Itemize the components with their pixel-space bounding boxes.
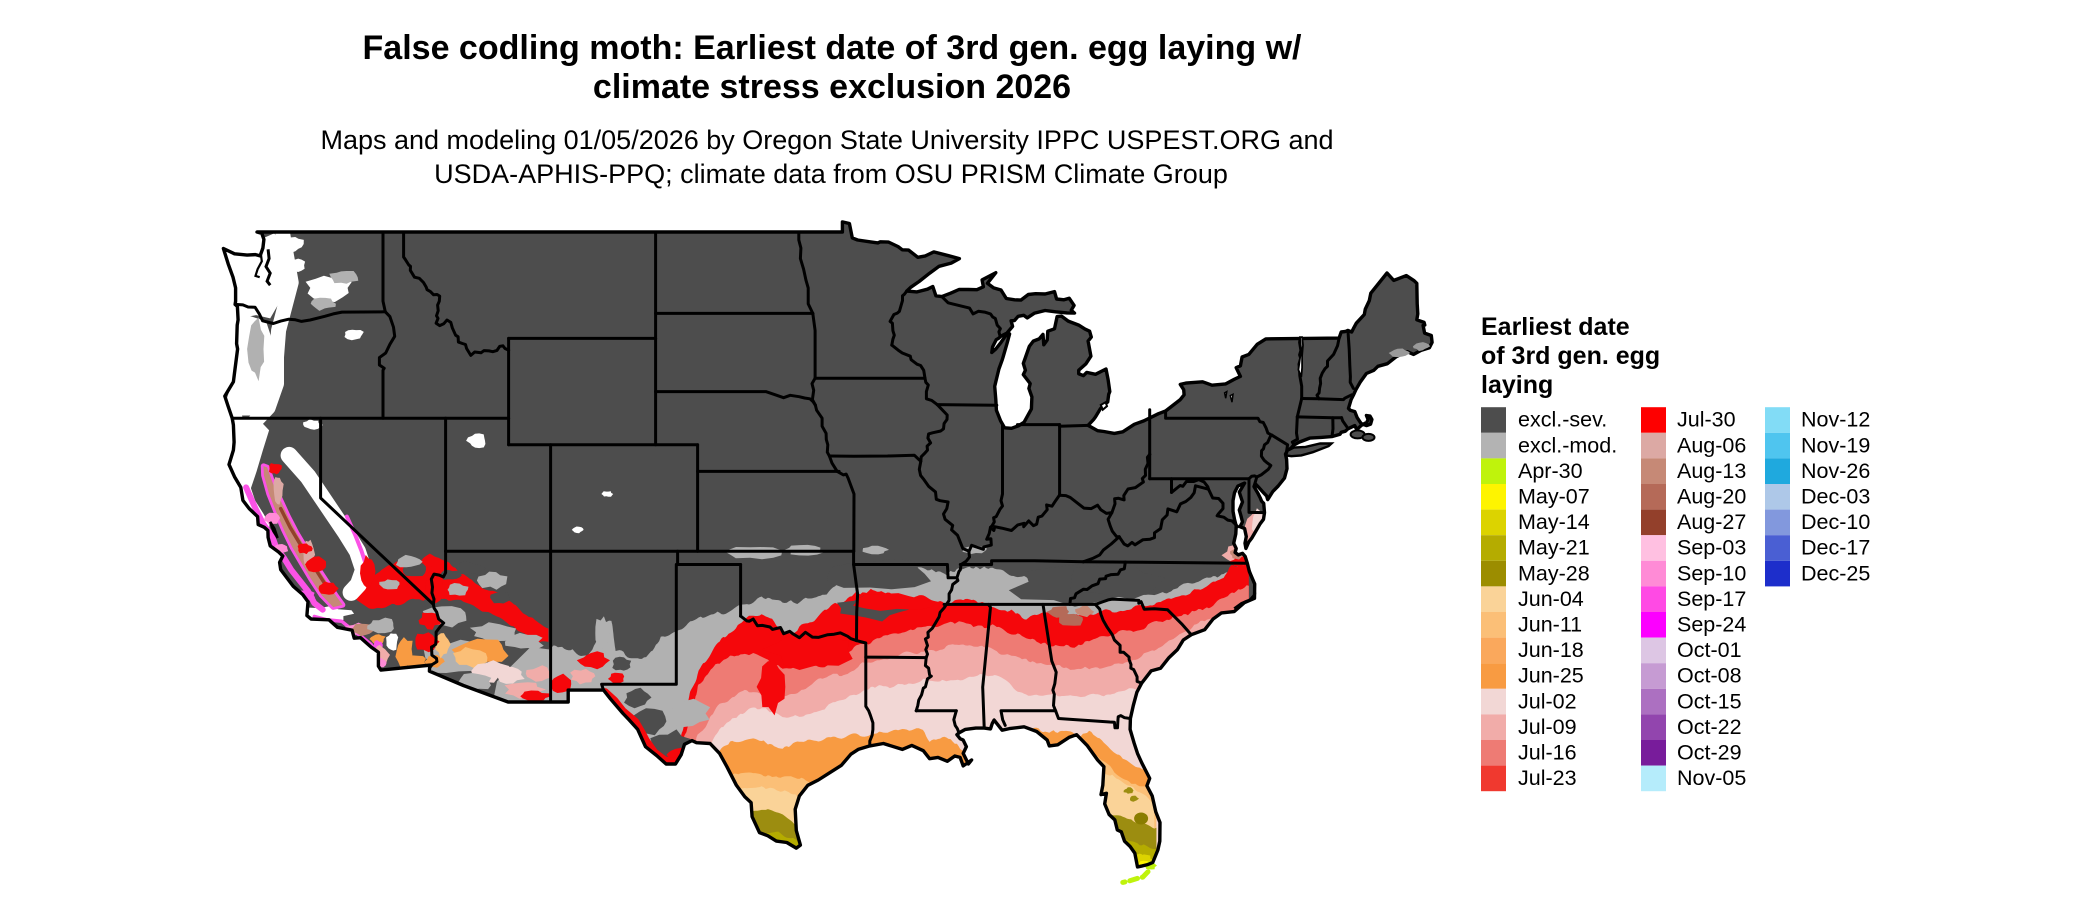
svg-text:May-28: May-28 xyxy=(1518,561,1590,585)
svg-text:Oct-15: Oct-15 xyxy=(1677,689,1742,713)
svg-text:Dec-25: Dec-25 xyxy=(1801,561,1870,585)
svg-text:False codling moth: Earliest d: False codling moth: Earliest date of 3rd… xyxy=(363,29,1302,67)
svg-text:Jul-02: Jul-02 xyxy=(1518,689,1577,713)
svg-text:Sep-17: Sep-17 xyxy=(1677,587,1746,611)
svg-text:Aug-13: Aug-13 xyxy=(1677,459,1746,483)
svg-text:Dec-03: Dec-03 xyxy=(1801,485,1870,509)
svg-text:Nov-26: Nov-26 xyxy=(1801,459,1870,483)
svg-text:Oct-22: Oct-22 xyxy=(1677,715,1742,739)
svg-text:Sep-24: Sep-24 xyxy=(1677,613,1746,637)
svg-text:Earliest date: Earliest date xyxy=(1481,313,1630,341)
svg-text:Jul-23: Jul-23 xyxy=(1518,766,1577,790)
svg-text:Oct-01: Oct-01 xyxy=(1677,638,1742,662)
svg-text:Aug-20: Aug-20 xyxy=(1677,485,1746,509)
svg-text:Aug-27: Aug-27 xyxy=(1677,510,1746,534)
svg-text:Jun-11: Jun-11 xyxy=(1518,613,1582,637)
svg-text:Jun-04: Jun-04 xyxy=(1518,587,1584,611)
svg-text:May-21: May-21 xyxy=(1518,536,1590,560)
svg-text:USDA-APHIS-PPQ; climate data f: USDA-APHIS-PPQ; climate data from OSU PR… xyxy=(434,159,1228,189)
svg-text:Jun-18: Jun-18 xyxy=(1518,638,1584,662)
svg-text:laying: laying xyxy=(1481,371,1553,399)
svg-text:Nov-19: Nov-19 xyxy=(1801,433,1870,457)
svg-text:Aug-06: Aug-06 xyxy=(1677,433,1746,457)
svg-text:excl.-mod.: excl.-mod. xyxy=(1518,433,1617,457)
svg-text:May-07: May-07 xyxy=(1518,485,1590,509)
svg-text:Nov-12: Nov-12 xyxy=(1801,408,1870,432)
svg-text:Dec-17: Dec-17 xyxy=(1801,536,1870,560)
svg-text:Dec-10: Dec-10 xyxy=(1801,510,1870,534)
svg-text:Jul-16: Jul-16 xyxy=(1518,741,1577,765)
svg-text:Jun-25: Jun-25 xyxy=(1518,664,1584,688)
svg-text:of 3rd gen. egg: of 3rd gen. egg xyxy=(1481,342,1660,370)
svg-text:Oct-08: Oct-08 xyxy=(1677,664,1742,688)
svg-text:Jul-30: Jul-30 xyxy=(1677,408,1736,432)
svg-text:Sep-03: Sep-03 xyxy=(1677,536,1746,560)
svg-text:Nov-05: Nov-05 xyxy=(1677,766,1746,790)
svg-text:Maps and modeling 01/05/2026 b: Maps and modeling 01/05/2026 by Oregon S… xyxy=(320,125,1333,155)
svg-text:Sep-10: Sep-10 xyxy=(1677,561,1746,585)
svg-text:excl.-sev.: excl.-sev. xyxy=(1518,408,1607,432)
svg-text:May-14: May-14 xyxy=(1518,510,1590,534)
svg-text:Oct-29: Oct-29 xyxy=(1677,741,1742,765)
svg-text:Apr-30: Apr-30 xyxy=(1518,459,1583,483)
svg-text:Jul-09: Jul-09 xyxy=(1518,715,1577,739)
svg-text:climate stress exclusion 2026: climate stress exclusion 2026 xyxy=(593,68,1071,106)
